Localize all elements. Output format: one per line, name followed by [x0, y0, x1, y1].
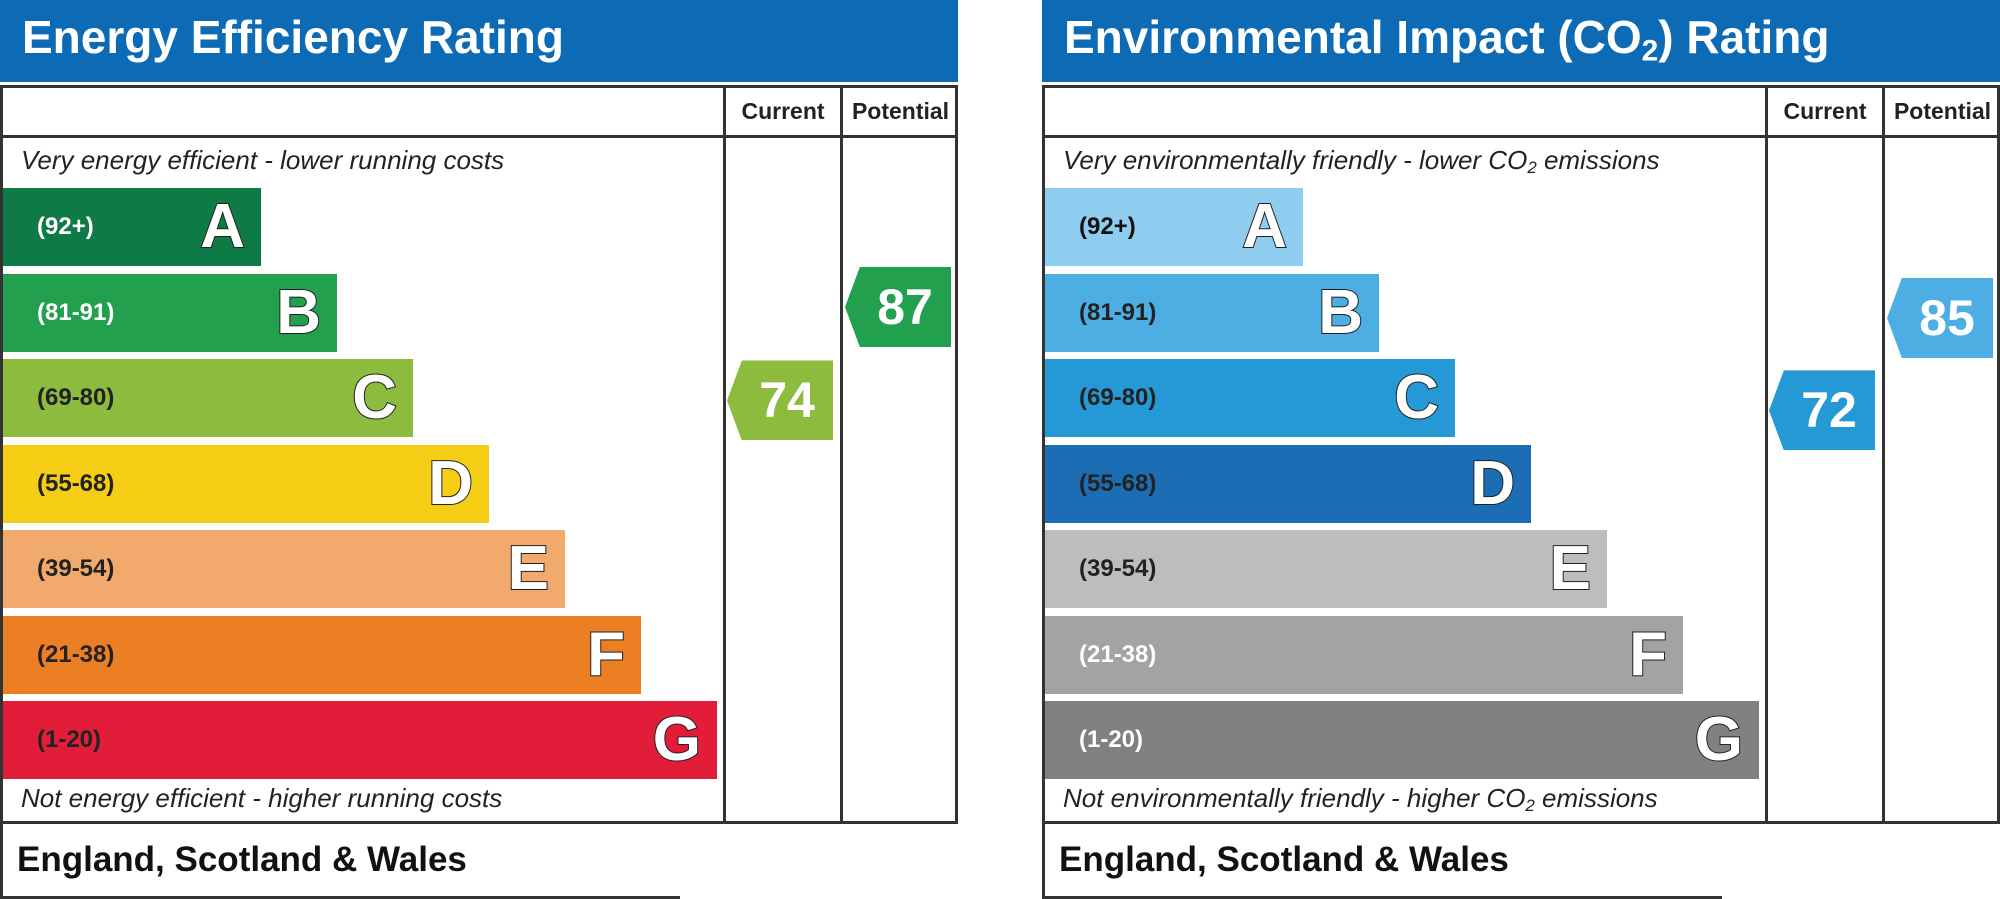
- rating-grid: Current Potential Very energy efficient …: [0, 85, 958, 824]
- band-range-label: (21-38): [1079, 640, 1157, 668]
- band-range-label: (81-91): [1079, 298, 1157, 326]
- current-rating-value: 72: [1801, 382, 1857, 439]
- potential-rating-arrow: 87: [845, 267, 951, 348]
- rating-band-a: (92+) A: [1045, 188, 1303, 266]
- chart-title: Environmental Impact (CO2) Rating: [1064, 11, 1830, 68]
- header-divider: [1045, 135, 1997, 138]
- band-letter: A: [1241, 191, 1288, 262]
- rating-grid: Current Potential Very environmentally f…: [1042, 85, 2000, 824]
- band-range-label: (21-38): [37, 640, 115, 668]
- potential-rating-value: 85: [1919, 289, 1975, 346]
- rating-band-g: (1-20) G: [3, 701, 717, 779]
- band-range-label: (55-68): [37, 469, 115, 497]
- energy-efficiency-panel: Energy Efficiency Rating Current Potenti…: [0, 0, 958, 899]
- rating-band-g: (1-20) G: [1045, 701, 1759, 779]
- current-column-header: Current: [741, 98, 825, 124]
- band-range-label: (69-80): [37, 384, 115, 411]
- band-range-label: (39-54): [37, 555, 115, 582]
- rating-band-f: (21-38) F: [1045, 615, 1683, 694]
- rating-band-f: (21-38) F: [3, 615, 641, 694]
- band-letter: E: [1549, 533, 1592, 604]
- current-column-header: Current: [1783, 98, 1867, 124]
- footer-region: England, Scotland & Wales: [1059, 840, 1509, 879]
- band-letter: B: [275, 277, 322, 348]
- bottom-note: Not energy efficient - higher running co…: [21, 783, 503, 813]
- rating-band-b: (81-91) B: [1045, 273, 1379, 352]
- potential-rating-arrow: 85: [1887, 277, 1993, 358]
- rating-band-d: (55-68) D: [3, 444, 489, 523]
- band-letter: E: [507, 533, 550, 604]
- band-letter: G: [652, 704, 702, 775]
- band-letter: F: [586, 619, 626, 690]
- band-letter: G: [1694, 704, 1744, 775]
- rating-band-c: (69-80) C: [3, 359, 413, 437]
- band-range-label: (1-20): [1079, 726, 1144, 753]
- chart-title: Energy Efficiency Rating: [22, 11, 564, 63]
- environmental-impact-panel: Environmental Impact (CO2) Rating Curren…: [1042, 0, 2000, 899]
- top-note: Very environmentally friendly - lower CO…: [1063, 145, 1660, 178]
- footer-region: England, Scotland & Wales: [17, 840, 467, 879]
- band-letter: C: [1393, 362, 1440, 433]
- rating-band-e: (39-54) E: [3, 530, 565, 608]
- potential-column-header: Potential: [1893, 98, 1992, 124]
- band-letter: F: [1628, 619, 1668, 690]
- band-letter: A: [199, 191, 246, 262]
- rating-band-b: (81-91) B: [3, 273, 337, 352]
- potential-rating-value: 87: [877, 279, 933, 336]
- band-range-label: (1-20): [37, 726, 102, 753]
- footer: England, Scotland & Wales: [0, 824, 680, 899]
- column-divider: [723, 88, 726, 821]
- rating-band-d: (55-68) D: [1045, 444, 1531, 523]
- title-bar: Environmental Impact (CO2) Rating: [1042, 0, 2000, 82]
- top-note: Very energy efficient - lower running co…: [21, 145, 505, 175]
- band-letter: D: [1469, 448, 1516, 519]
- band-letter: B: [1317, 277, 1364, 348]
- column-divider: [840, 88, 843, 821]
- rating-band-c: (69-80) C: [1045, 359, 1455, 437]
- column-divider: [1882, 88, 1885, 821]
- band-range-label: (55-68): [1079, 469, 1157, 497]
- current-rating-value: 74: [759, 372, 815, 429]
- rating-band-e: (39-54) E: [1045, 530, 1607, 608]
- band-letter: C: [351, 362, 398, 433]
- band-range-label: (39-54): [1079, 555, 1157, 582]
- title-bar: Energy Efficiency Rating: [0, 0, 958, 82]
- band-range-label: (69-80): [1079, 384, 1157, 411]
- band-range-label: (92+): [37, 213, 94, 240]
- band-range-label: (92+): [1079, 213, 1136, 240]
- header-divider: [3, 135, 955, 138]
- rating-band-a: (92+) A: [3, 188, 261, 266]
- current-rating-arrow: 72: [1769, 370, 1875, 451]
- current-rating-arrow: 74: [727, 360, 833, 441]
- bottom-note: Not environmentally friendly - higher CO…: [1063, 783, 1658, 816]
- footer: England, Scotland & Wales: [1042, 824, 1722, 899]
- potential-column-header: Potential: [851, 98, 950, 124]
- band-letter: D: [427, 448, 474, 519]
- band-range-label: (81-91): [37, 298, 115, 326]
- column-divider: [1765, 88, 1768, 821]
